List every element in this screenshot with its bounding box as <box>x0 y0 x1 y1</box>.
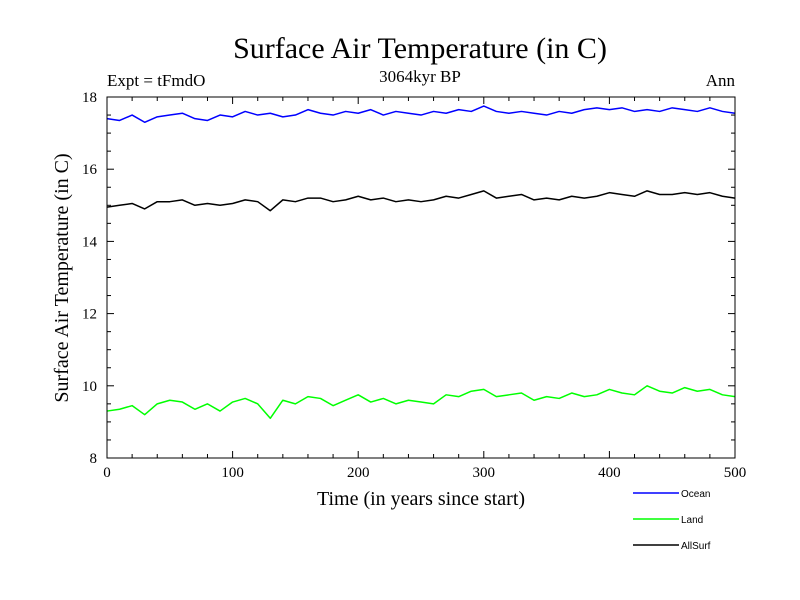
x-tick-label: 500 <box>724 465 747 481</box>
legend-label-land: Land <box>681 515 703 526</box>
chart-subtitle: 3064kyr BP <box>379 67 461 86</box>
experiment-label: Expt = tFmdO <box>107 71 205 90</box>
x-tick-label: 400 <box>598 465 621 481</box>
y-axis-title: Surface Air Temperature (in C) <box>51 153 73 402</box>
series-line-land <box>106 385 736 420</box>
y-tick-label: 16 <box>82 162 98 178</box>
y-tick-label: 14 <box>82 234 98 250</box>
season-label: Ann <box>706 71 736 90</box>
x-tick-label: 200 <box>347 465 370 481</box>
axes: 0 100 200 300 400 500 8 10 12 14 16 18 <box>82 90 746 481</box>
x-tick-label: 300 <box>473 465 496 481</box>
x-tick-label: 100 <box>221 465 244 481</box>
plot-frame <box>106 96 736 459</box>
x-axis-title: Time (in years since start) <box>317 488 525 510</box>
chart-title: Surface Air Temperature (in C) <box>233 32 607 65</box>
series-line-allsurf <box>106 190 736 212</box>
x-tick-label: 0 <box>103 465 111 481</box>
y-tick-label: 12 <box>82 307 97 323</box>
legend: Ocean Land AllSurf <box>633 489 711 552</box>
y-tick-label: 10 <box>82 379 97 395</box>
y-tick-label: 18 <box>82 90 97 106</box>
series-line-ocean <box>106 105 736 124</box>
series-lines <box>106 105 736 420</box>
legend-label-allsurf: AllSurf <box>681 541 711 552</box>
y-tick-label: 8 <box>90 451 98 467</box>
legend-label-ocean: Ocean <box>681 489 710 500</box>
